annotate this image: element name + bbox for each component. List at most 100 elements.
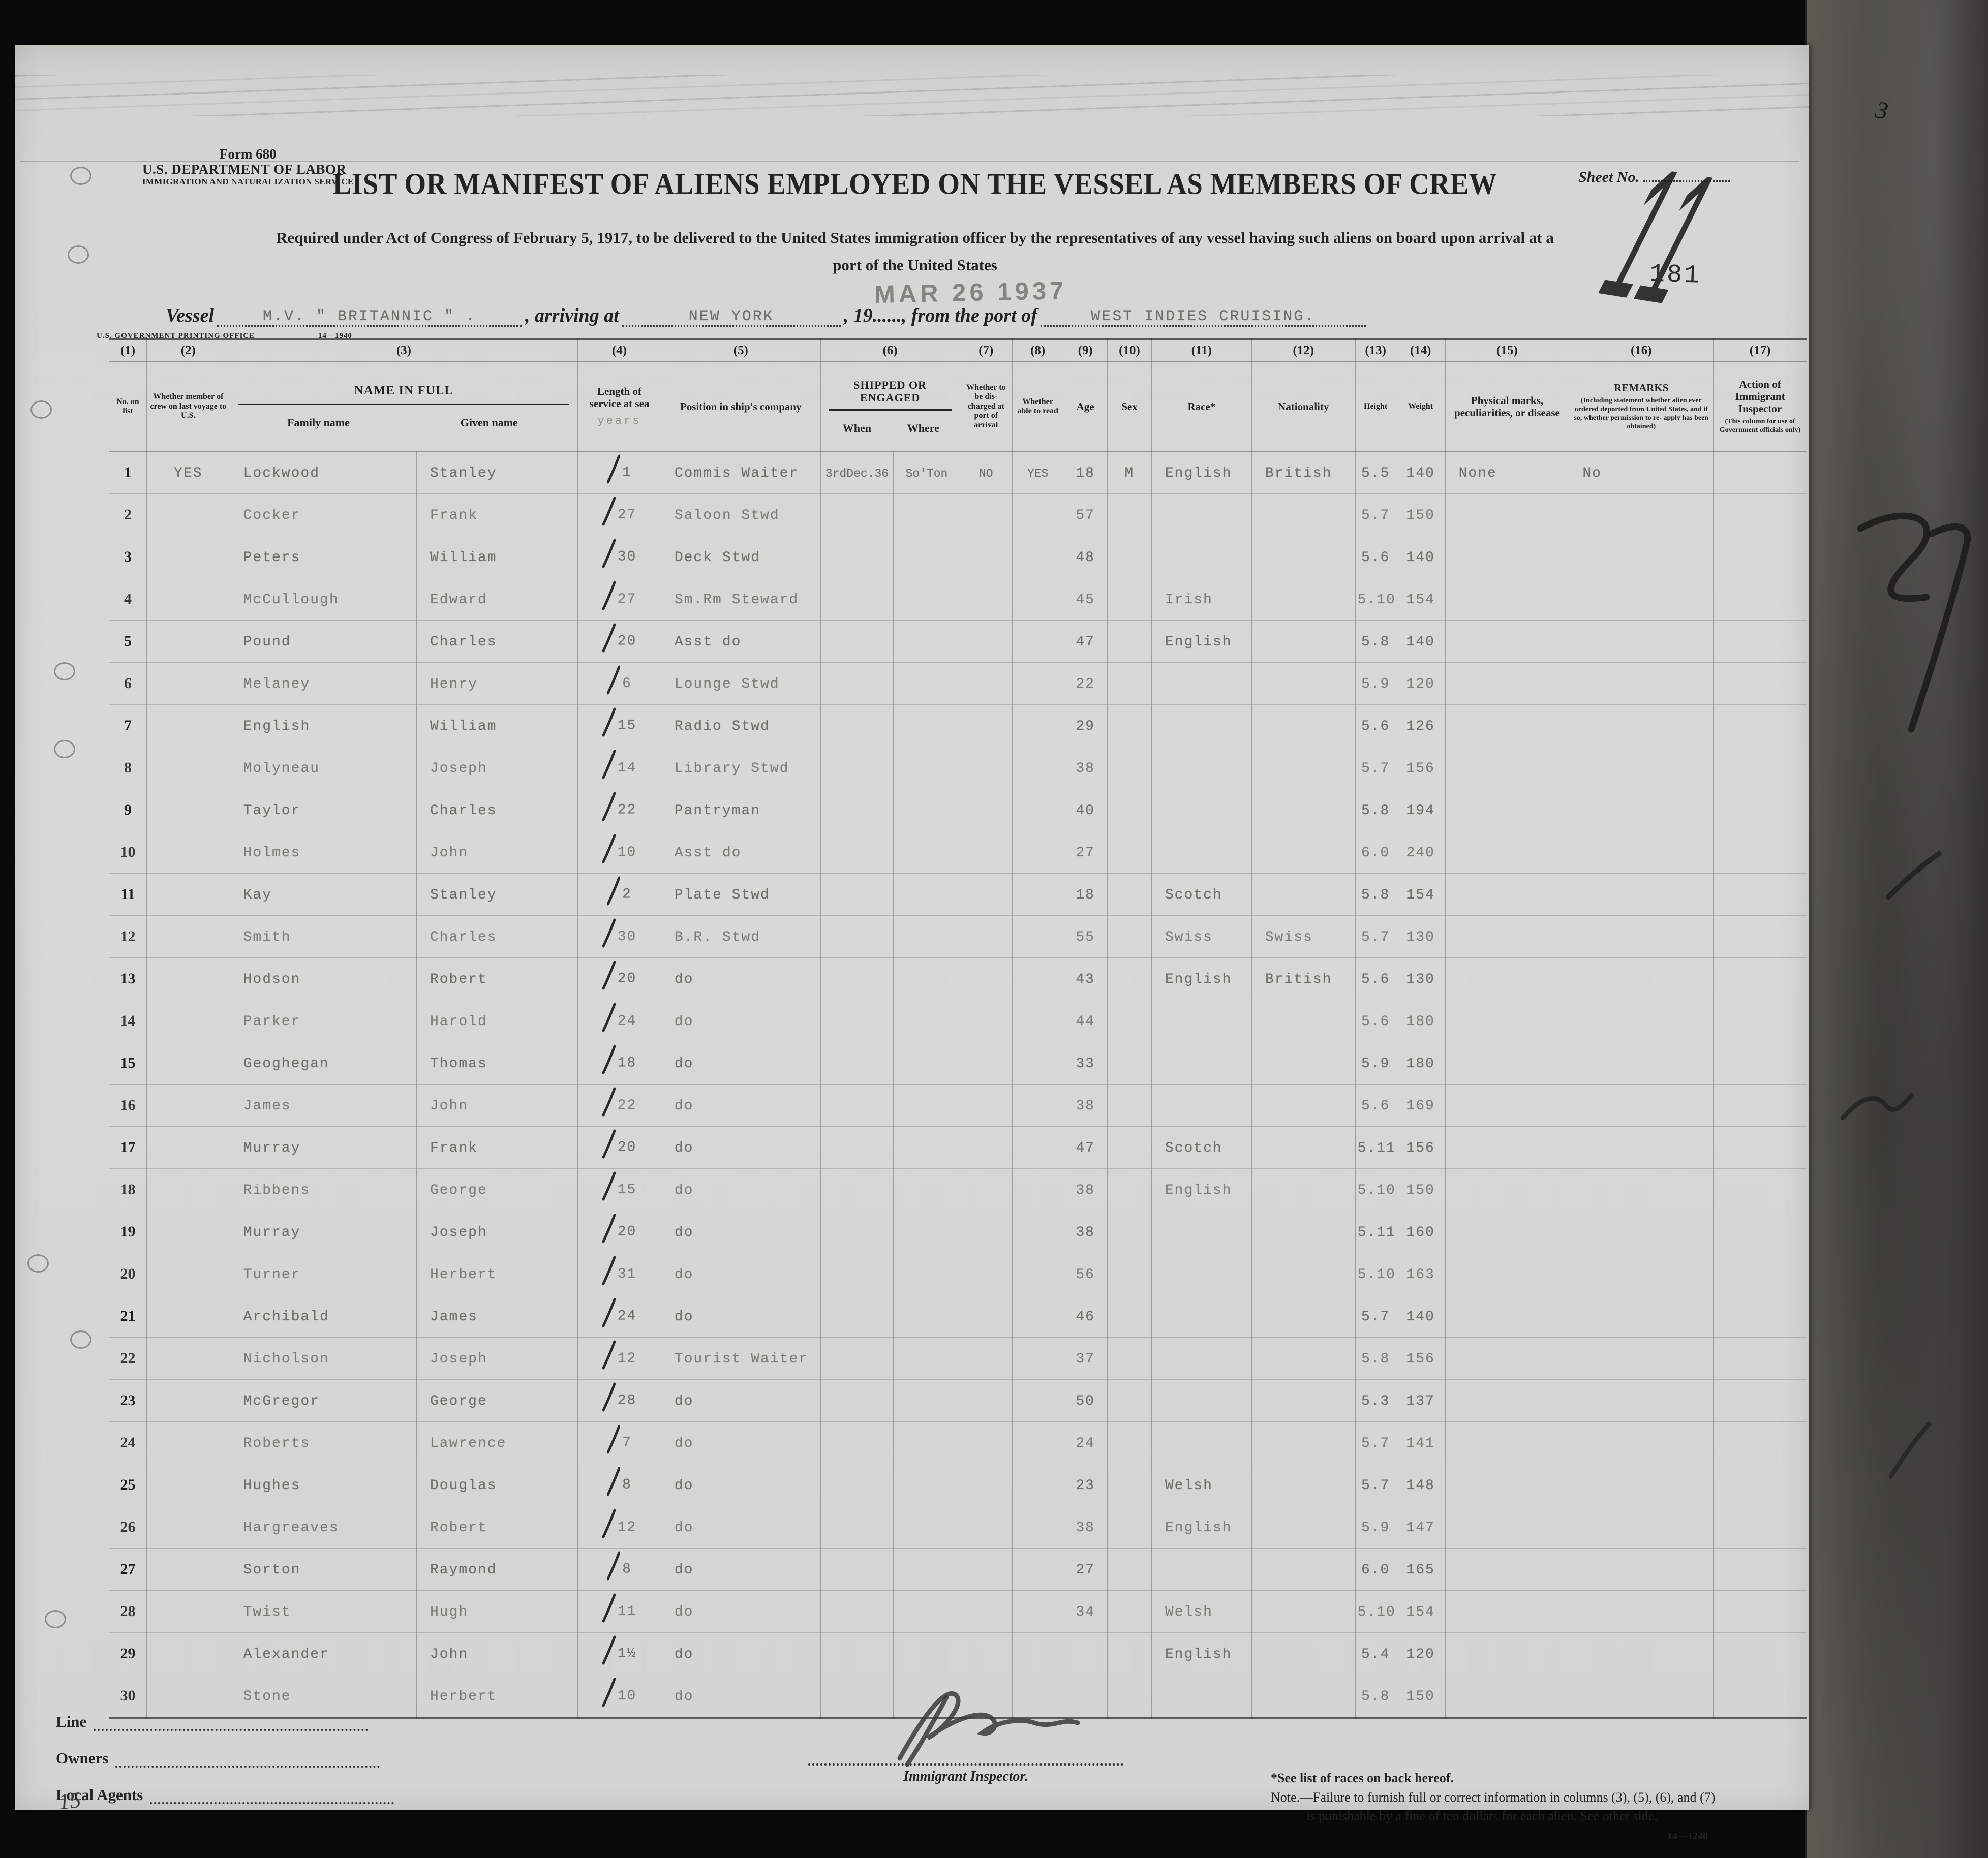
owners-label: Owners [56, 1749, 109, 1767]
cell-height: 5.8 [1355, 789, 1396, 831]
cell-inspector-action [1713, 1126, 1807, 1169]
vessel-line: Vessel M.V. " BRITANNIC " . , arriving a… [163, 303, 1774, 327]
page-number-stamp: 181 [1649, 260, 1702, 291]
cell-shipped-where [893, 1084, 960, 1127]
cell-height: 5.6 [1355, 957, 1396, 1000]
cell-given-name: Edward [416, 578, 578, 621]
cell-weight: 180 [1396, 1000, 1446, 1042]
cell-weight: 156 [1396, 1337, 1446, 1380]
cell-position: Sm.Rm Steward [661, 578, 821, 621]
cell-family-name: Murray [230, 1211, 417, 1253]
cell-member [146, 1211, 230, 1253]
table-row: 29 Alexander John 1½ do English 5.4 120 [109, 1632, 1807, 1675]
cell-inspector-action [1713, 957, 1807, 1000]
cell-discharged [960, 620, 1013, 663]
cell-weight: 154 [1396, 1590, 1446, 1633]
col-age: Age [1063, 361, 1108, 452]
hole-ring [45, 1610, 66, 1628]
cell-given-name: John [416, 1632, 578, 1675]
cell-height: 6.0 [1355, 1548, 1396, 1591]
cell-weight: 169 [1396, 1084, 1446, 1127]
service-check-mark [602, 1340, 616, 1370]
cell-able-to-read [1012, 915, 1064, 958]
cell-physical-marks [1445, 1084, 1570, 1127]
cell-height: 5.9 [1355, 1042, 1396, 1085]
cell-sex [1107, 1042, 1152, 1085]
cell-age: 27 [1063, 1548, 1108, 1591]
table-row: 10 Holmes John 10 Asst do 27 6.0 240 [109, 831, 1807, 874]
cell-height: 5.10 [1355, 1590, 1396, 1633]
col-service: Length of service at sea years [577, 361, 661, 452]
service-check-mark [602, 1382, 616, 1412]
cell-weight: 140 [1396, 451, 1446, 494]
cell-nationality [1251, 1295, 1356, 1338]
cell-remarks [1569, 1506, 1714, 1549]
margin-scribble-3 [1888, 1421, 1932, 1479]
cell-physical-marks [1445, 1295, 1570, 1338]
cell-weight: 120 [1396, 662, 1446, 705]
cell-able-to-read [1012, 536, 1064, 578]
cell-race [1151, 1253, 1252, 1295]
colnum-12: (12) [1251, 339, 1356, 362]
cell-remarks [1569, 1084, 1714, 1127]
cell-position: Saloon Stwd [661, 493, 821, 536]
cell-able-to-read [1012, 831, 1064, 874]
arriving-value: NEW YORK [688, 308, 774, 325]
cell-nationality: British [1251, 451, 1356, 494]
col-shipped-group: SHIPPED OR ENGAGED When Where [820, 361, 960, 452]
cell-discharged [960, 1506, 1013, 1549]
vessel-label: Vessel [166, 305, 214, 326]
cell-height: 5.7 [1355, 747, 1396, 789]
cell-member [146, 1295, 230, 1338]
cell-race: English [1151, 1506, 1252, 1549]
cell-weight: 140 [1396, 620, 1446, 663]
port-field: WEST INDIES CRUISING. [1040, 303, 1366, 327]
cell-shipped-where [893, 789, 960, 831]
cell-shipped-where [893, 1421, 960, 1464]
cell-shipped-when [820, 1675, 894, 1718]
cell-remarks [1569, 1421, 1714, 1464]
cell-race [1151, 1211, 1252, 1253]
cell-shipped-where: So'Ton [893, 451, 960, 494]
cell-inspector-action [1713, 662, 1807, 705]
cell-service-years: 8 [577, 1464, 661, 1506]
cell-able-to-read [1012, 1084, 1064, 1127]
cell-service-years: 10 [577, 831, 661, 874]
cell-age: 40 [1063, 789, 1108, 831]
table-row: 27 Sorton Raymond 8 do 27 6.0 165 [109, 1548, 1807, 1591]
cell-remarks [1569, 1632, 1714, 1675]
cell-age: 44 [1063, 1000, 1108, 1042]
cell-physical-marks [1445, 915, 1570, 958]
cell-physical-marks [1445, 1253, 1570, 1295]
cell-family-name: Smith [230, 915, 417, 958]
cell-family-name: Peters [230, 536, 417, 578]
cell-physical-marks: None [1445, 451, 1570, 494]
cell-discharged [960, 1464, 1013, 1506]
cell-remarks [1569, 1675, 1714, 1718]
cell-physical-marks [1445, 789, 1570, 831]
line-blank [94, 1717, 369, 1731]
cell-shipped-where [893, 704, 960, 747]
page-subtitle-1: Required under Act of Congress of Februa… [276, 229, 1554, 246]
cell-service-years: 2 [577, 873, 661, 916]
cell-physical-marks [1445, 1632, 1570, 1675]
cell-remarks [1569, 1126, 1714, 1169]
cell-position: Commis Waiter [661, 451, 821, 494]
cell-shipped-when [820, 831, 894, 874]
cell-given-name: Frank [416, 493, 578, 536]
cell-remarks [1569, 1337, 1714, 1380]
cell-shipped-when [820, 1464, 894, 1506]
cell-remarks [1569, 1464, 1714, 1506]
cell-row-number: 11 [109, 873, 147, 916]
cell-position: do [661, 1464, 821, 1506]
cell-service-years: 15 [577, 1168, 661, 1211]
cell-physical-marks [1445, 873, 1570, 916]
cell-race [1151, 704, 1252, 747]
cell-family-name: Geoghegan [230, 1042, 417, 1085]
cell-given-name: Charles [416, 789, 578, 831]
cell-discharged [960, 1168, 1013, 1211]
cell-family-name: English [230, 704, 417, 747]
cell-inspector-action [1713, 789, 1807, 831]
margin-scribble-1 [1886, 851, 1942, 900]
owners-blank [115, 1753, 380, 1768]
